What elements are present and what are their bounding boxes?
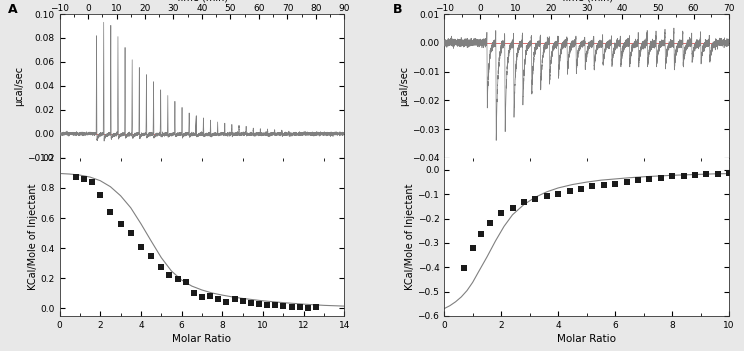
Y-axis label: KCal/Mole of Injectant: KCal/Mole of Injectant [405,184,414,290]
X-axis label: Molar Ratio: Molar Ratio [557,334,616,344]
Y-axis label: KCal/Mole of Injectant: KCal/Mole of Injectant [28,184,37,290]
X-axis label: Time (min): Time (min) [176,0,228,3]
X-axis label: Molar Ratio: Molar Ratio [173,334,231,344]
Y-axis label: μcal/sec: μcal/sec [14,66,25,106]
Text: A: A [8,2,18,15]
X-axis label: Time (min): Time (min) [560,0,613,3]
Text: B: B [393,2,403,15]
Y-axis label: μcal/sec: μcal/sec [399,66,409,106]
